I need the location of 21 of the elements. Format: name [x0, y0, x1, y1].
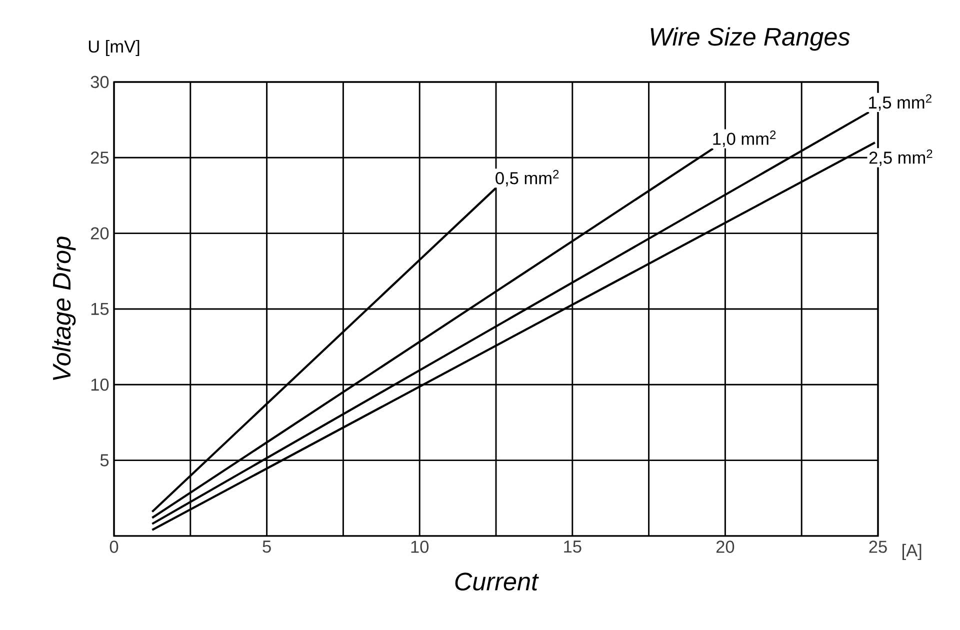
y-tick-label: 15	[91, 302, 109, 316]
y-tick-label: 5	[100, 454, 109, 466]
x-tick-label: 5	[262, 540, 271, 553]
chart-title: Wire Size Ranges	[650, 27, 850, 51]
series-label: 0,5 mm$^{2}$	[496, 170, 559, 186]
y-axis-title: Voltage Drop	[52, 236, 76, 380]
x-tick-label: 10	[411, 540, 429, 553]
series-label: 2,5 mm$^{2}$	[869, 149, 932, 166]
x-tick-label: 15	[564, 540, 582, 553]
x-tick-label: 20	[716, 540, 734, 553]
x-axis-title: Current	[455, 572, 539, 591]
series-label: 1,0 mm$^{2}$	[713, 130, 776, 147]
text: U [mV]	[88, 40, 140, 56]
y-tick-label: 30	[90, 76, 109, 88]
y-tick-label: 20	[90, 227, 109, 240]
text: [A]	[902, 544, 922, 560]
x-tick-label: 25	[869, 540, 887, 553]
y-tick-label: 25	[90, 152, 109, 164]
y-tick-label: 10	[91, 378, 109, 391]
x-tick-label: 0	[110, 540, 118, 553]
series-label: 1,5 mm$^{2}$	[869, 94, 932, 111]
